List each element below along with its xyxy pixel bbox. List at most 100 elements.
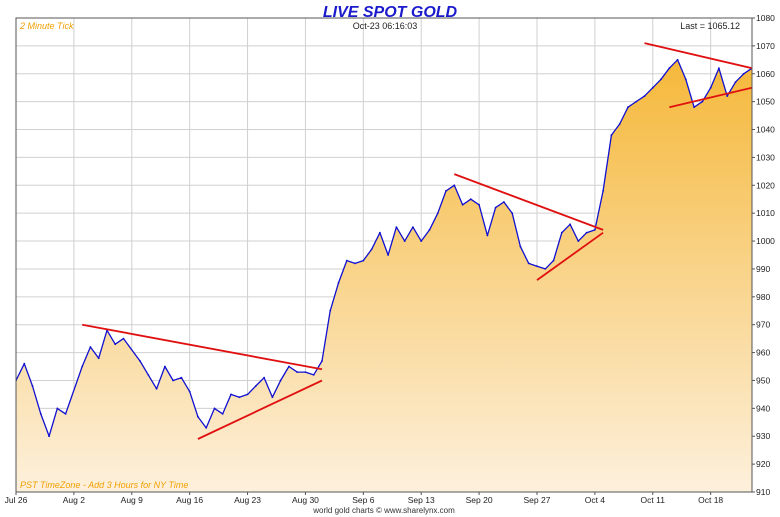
price-point (585, 231, 588, 234)
price-line (16, 59, 752, 437)
price-point (263, 376, 265, 379)
price-point (213, 407, 216, 410)
price-point (453, 184, 456, 187)
price-point (321, 360, 323, 362)
price-point (503, 201, 505, 203)
price-point (676, 58, 679, 61)
price-point (188, 390, 191, 393)
price-point (569, 223, 571, 226)
y-tick-label: 1020 (756, 180, 775, 190)
y-tick-label: 1030 (756, 152, 775, 162)
y-axis: 910 920 930 940 950 960 970 980 990 1000 1010 1020 1… (752, 13, 775, 497)
y-tick-label: 950 (756, 375, 770, 385)
price-point (296, 371, 299, 373)
y-tick-label: 920 (756, 459, 770, 469)
price-point (469, 198, 472, 201)
price-point (345, 259, 348, 262)
trendline (82, 323, 323, 371)
price-point (362, 259, 365, 262)
y-tick-label: 970 (756, 320, 770, 330)
timestamp: Oct-23 06:16:03 (353, 21, 418, 31)
price-point (164, 365, 166, 368)
x-tick-label: Jul 26 (5, 495, 28, 505)
price-point (387, 254, 389, 256)
price-point (254, 385, 257, 387)
price-point (271, 396, 274, 399)
price-point (97, 357, 100, 360)
y-tick-label: 1000 (756, 236, 775, 246)
price-point (180, 376, 183, 379)
y-tick-label: 930 (756, 431, 770, 441)
trendline (536, 231, 604, 281)
y-tick-label: 1060 (756, 69, 775, 79)
trendline (453, 173, 604, 231)
price-point (56, 407, 59, 410)
price-point (436, 212, 439, 215)
price-point (412, 226, 414, 229)
price-point (230, 393, 232, 396)
price-point (610, 134, 613, 137)
price-point (89, 346, 92, 348)
price-point (445, 190, 447, 192)
price-point (461, 203, 464, 206)
x-axis: Jul 26 Aug 2 Aug 9 Aug 16 Aug 23 Aug 30 Sep 6 S… (5, 492, 723, 505)
price-point (428, 229, 431, 231)
x-tick-label: Sep 13 (408, 495, 435, 505)
price-point (114, 343, 117, 346)
price-point (643, 95, 646, 97)
price-point (354, 262, 356, 265)
price-point (48, 435, 50, 438)
price-point (304, 371, 307, 373)
price-point (39, 413, 42, 415)
x-tick-label: Aug 2 (63, 495, 85, 505)
price-point (684, 78, 687, 81)
price-point (635, 100, 638, 103)
tick-note: 2 Minute Tick (19, 21, 74, 31)
price-point (403, 240, 406, 243)
price-point (23, 362, 26, 365)
y-tick-label: 960 (756, 348, 770, 358)
price-point (494, 206, 497, 209)
x-tick-label: Sep 6 (352, 495, 374, 505)
price-point (279, 379, 282, 382)
y-tick-label: 910 (756, 487, 770, 497)
price-point (221, 413, 224, 415)
price-point (486, 234, 489, 237)
y-tick-label: 990 (756, 264, 770, 274)
x-tick-label: Aug 30 (292, 495, 319, 505)
price-point (139, 360, 141, 362)
price-point (238, 396, 241, 399)
price-point (651, 86, 654, 89)
price-point (660, 78, 662, 81)
timezone-note: PST TimeZone - Add 3 Hours for NY Time (20, 480, 188, 490)
price-point (536, 265, 538, 268)
price-point (379, 231, 381, 234)
price-point (31, 385, 34, 387)
price-point (668, 67, 671, 70)
price-point (288, 365, 290, 368)
plot-border (15, 17, 753, 493)
price-point (577, 240, 580, 243)
y-tick-label: 940 (756, 403, 770, 413)
trendline (197, 379, 323, 440)
y-tick-label: 980 (756, 292, 770, 302)
footer-credit: world gold charts © www.sharelynx.com (312, 506, 455, 515)
trendline (644, 42, 752, 70)
price-point (527, 262, 530, 265)
price-point (155, 387, 158, 390)
x-tick-label: Aug 9 (121, 495, 143, 505)
price-point (64, 413, 67, 415)
price-point (560, 231, 563, 234)
price-point (395, 226, 398, 229)
price-point (627, 106, 629, 109)
price-point (478, 203, 480, 206)
price-point (420, 240, 423, 243)
price-point (511, 212, 514, 215)
x-tick-label: Aug 23 (234, 495, 261, 505)
price-point (197, 415, 199, 418)
y-tick-label: 1080 (756, 13, 775, 23)
price-point (81, 365, 84, 368)
price-point (329, 309, 332, 312)
price-point (742, 72, 745, 75)
